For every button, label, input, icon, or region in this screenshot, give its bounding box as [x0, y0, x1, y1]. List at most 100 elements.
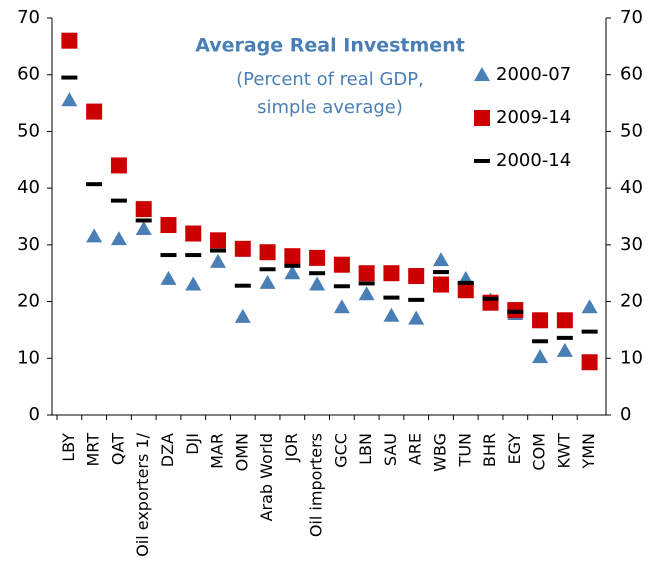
y-tick-label: 20 [17, 291, 40, 312]
triangle-marker [210, 253, 227, 268]
triangle-marker [408, 310, 425, 325]
x-tick-label: KWT [554, 433, 573, 469]
x-tick-label: DJI [183, 433, 202, 455]
square-marker [259, 244, 276, 261]
y2-tick-label: 50 [620, 120, 643, 141]
dash-marker [234, 283, 251, 288]
y2-tick-label: 0 [620, 404, 631, 425]
square-marker [160, 217, 177, 234]
y2-tick-label: 30 [620, 234, 643, 255]
x-tick-label: SAU [381, 433, 400, 466]
square-marker [581, 354, 598, 371]
triangle-marker [160, 270, 177, 285]
square-marker [432, 276, 449, 293]
dash-marker [358, 281, 375, 286]
dash-marker [507, 309, 524, 314]
dash-marker [333, 284, 350, 289]
x-tick-label: WBG [430, 433, 449, 472]
x-tick-label: EGY [505, 433, 524, 465]
triangle-marker [333, 299, 350, 314]
x-tick-label: MRT [84, 433, 103, 467]
chart-subtitle: simple average) [257, 97, 403, 118]
y-tick-label: 0 [29, 404, 40, 425]
dash-marker [284, 263, 301, 268]
dash-marker [160, 253, 177, 258]
dash-marker [408, 297, 425, 302]
y2-tick-label: 70 [620, 7, 643, 28]
x-tick-label: DZA [158, 433, 177, 467]
x-tick-label: JOR [282, 433, 301, 462]
square-marker [457, 282, 474, 299]
dash-marker [61, 75, 78, 80]
triangle-marker [383, 307, 400, 322]
dash-marker [309, 271, 326, 276]
triangle-marker [432, 252, 449, 267]
y-tick-label: 60 [17, 64, 40, 85]
square-marker [210, 232, 227, 249]
dash-marker [474, 159, 490, 163]
square-marker [383, 265, 400, 282]
y2-tick-label: 60 [620, 64, 643, 85]
square-marker [185, 225, 202, 242]
dash-marker [185, 253, 202, 258]
x-tick-label: ARE [406, 433, 425, 465]
y-tick-label: 40 [17, 177, 40, 198]
dash-marker [581, 329, 598, 334]
x-tick-label: LBY [59, 433, 78, 462]
y-tick-label: 70 [17, 7, 40, 28]
x-tick-label: OMN [232, 433, 251, 471]
dash-marker [383, 295, 400, 300]
triangle-marker [110, 231, 127, 246]
x-tick-label: MAR [208, 433, 227, 469]
dash-marker [86, 182, 103, 187]
legend-label: 2000-07 [496, 64, 571, 85]
x-tick-label: COM [530, 433, 549, 471]
square-marker [474, 110, 490, 126]
y-tick-label: 10 [17, 347, 40, 368]
dash-marker [482, 296, 499, 301]
triangle-marker [309, 276, 326, 291]
y-tick-label: 50 [17, 120, 40, 141]
square-marker [358, 265, 375, 282]
x-tick-label: TUN [455, 433, 474, 467]
square-marker [532, 312, 549, 329]
y2-tick-label: 10 [620, 347, 643, 368]
y2-tick-label: 40 [620, 177, 643, 198]
square-marker [61, 32, 78, 49]
square-marker [333, 256, 350, 273]
x-tick-label: Oil importers [307, 433, 326, 537]
triangle-marker [185, 276, 202, 291]
x-tick-label: LBN [356, 433, 375, 465]
x-tick-label: BHR [480, 433, 499, 467]
triangle-marker [259, 274, 276, 289]
dash-marker [457, 280, 474, 285]
legend-label: 2009-14 [496, 107, 571, 128]
dash-marker [556, 335, 573, 340]
triangle-marker [234, 308, 251, 323]
chart-subtitle: (Percent of real GDP, [236, 69, 424, 90]
triangle-marker [556, 342, 573, 357]
square-marker [309, 249, 326, 266]
x-tick-label: QAT [108, 433, 127, 465]
square-marker [284, 248, 301, 265]
square-marker [135, 201, 152, 218]
y-tick-label: 30 [17, 234, 40, 255]
triangle-marker [581, 299, 598, 314]
dash-marker [532, 339, 549, 344]
triangle-marker [86, 228, 103, 243]
triangle-marker [284, 265, 301, 280]
dash-marker [432, 270, 449, 275]
dash-marker [135, 218, 152, 223]
dash-marker [259, 267, 276, 272]
chart-title: Average Real Investment [195, 35, 465, 57]
square-marker [86, 103, 103, 120]
legend-label: 2000-14 [496, 150, 571, 171]
square-marker [110, 157, 127, 174]
triangle-marker [532, 349, 549, 364]
y2-tick-label: 20 [620, 291, 643, 312]
triangle-marker [61, 92, 78, 107]
square-marker [408, 268, 425, 285]
x-tick-label: YMN [579, 433, 598, 470]
triangle-marker [358, 286, 375, 301]
